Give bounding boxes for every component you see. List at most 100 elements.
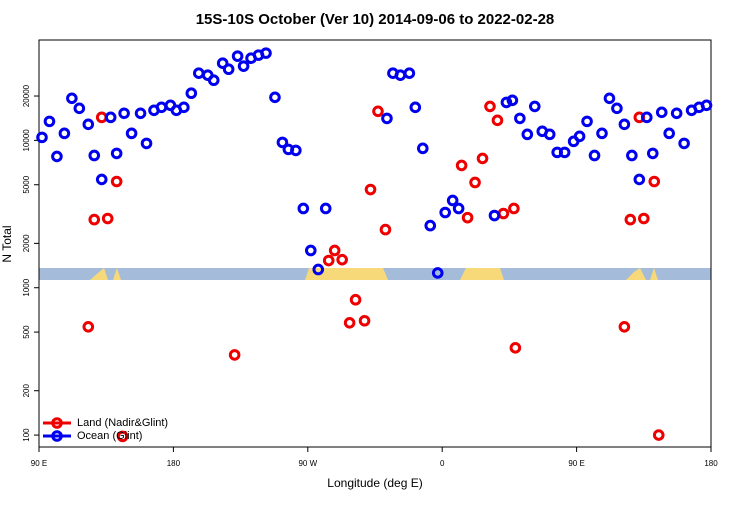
data-point: [521, 128, 534, 141]
data-point: [596, 127, 608, 140]
x-axis-label: Longitude (deg E): [327, 476, 422, 490]
data-point: [260, 47, 272, 59]
data-point: [82, 321, 95, 333]
data-point: [358, 314, 371, 327]
y-tick-label: 10000: [22, 129, 31, 152]
data-point: [670, 107, 683, 120]
data-point: [58, 127, 71, 140]
data-point: [484, 100, 496, 113]
data-point: [134, 107, 147, 120]
data-point: [228, 349, 241, 361]
x-tick-label: 0: [440, 459, 445, 468]
data-point: [343, 317, 356, 329]
data-point: [349, 293, 362, 306]
data-point: [125, 127, 138, 140]
data-point: [506, 94, 519, 107]
data-point: [581, 115, 593, 128]
data-point: [416, 142, 429, 155]
data-point: [364, 183, 377, 196]
data-point: [424, 219, 437, 232]
data-point: [110, 147, 123, 160]
data-point: [663, 127, 675, 140]
land-strip: [90, 268, 108, 280]
chart-title: 15S-10S October (Ver 10) 2014-09-06 to 2…: [196, 11, 555, 28]
data-point: [118, 107, 130, 120]
land-strip: [650, 268, 658, 280]
data-point: [237, 60, 250, 72]
y-tick-label: 2000: [22, 234, 31, 252]
land-strip: [626, 268, 646, 280]
data-point: [646, 147, 659, 160]
data-point: [51, 150, 63, 163]
data-point: [36, 131, 48, 144]
data-point: [476, 152, 489, 165]
map-strip: [39, 268, 711, 280]
data-point: [652, 429, 665, 441]
data-point: [461, 211, 474, 224]
data-point: [508, 202, 520, 215]
data-point: [116, 430, 129, 443]
data-point: [700, 99, 713, 112]
data-point: [491, 114, 504, 127]
data-point: [276, 136, 289, 149]
land-strip: [460, 268, 504, 280]
data-point: [626, 149, 638, 162]
data-point: [543, 128, 556, 141]
data-point: [185, 87, 198, 100]
land-strip: [113, 268, 121, 280]
data-point: [222, 63, 235, 76]
data-point: [304, 244, 317, 257]
data-point: [488, 209, 501, 222]
data-point: [409, 101, 422, 114]
data-point: [611, 102, 623, 115]
data-point: [82, 118, 95, 131]
data-point: [455, 159, 468, 172]
data-point: [88, 149, 101, 162]
data-point: [640, 111, 653, 124]
data-point: [618, 118, 631, 131]
data-point: [678, 137, 690, 150]
data-point: [500, 96, 513, 109]
data-point: [269, 91, 281, 104]
data-point: [379, 223, 392, 236]
data-point: [372, 105, 384, 118]
y-tick-label: 500: [22, 325, 31, 339]
data-point: [88, 213, 101, 226]
data-point: [528, 100, 541, 113]
data-point: [573, 130, 586, 143]
data-point: [446, 194, 459, 207]
data-point: [633, 173, 646, 186]
data-point: [290, 144, 302, 157]
data-point: [231, 50, 244, 62]
x-tick-label: 180: [167, 459, 181, 468]
y-tick-label: 100: [22, 428, 31, 442]
y-tick-label: 5000: [22, 175, 31, 193]
data-point: [322, 254, 335, 267]
x-tick-label: 90 W: [298, 459, 317, 468]
data-point: [603, 92, 616, 105]
data-point: [509, 342, 522, 354]
data-point: [618, 321, 631, 333]
data-point: [104, 111, 117, 124]
data-point: [178, 101, 190, 114]
data-point: [588, 149, 601, 162]
data-point: [452, 202, 465, 215]
data-point: [514, 112, 526, 125]
data-point: [336, 253, 348, 266]
data-point: [110, 175, 123, 188]
legend-marker: [51, 430, 63, 442]
legend-label: Ocean (Glint): [77, 430, 142, 442]
data-point: [73, 102, 86, 115]
y-axis-label: N Total: [0, 225, 14, 262]
data-point: [216, 57, 229, 70]
data-point: [207, 74, 220, 87]
data-point: [66, 92, 78, 105]
data-point: [95, 173, 108, 186]
legend-label: Land (Nadir&Glint): [77, 417, 168, 429]
data-point: [381, 112, 393, 125]
data-point: [655, 106, 668, 119]
legend-marker: [51, 417, 63, 429]
